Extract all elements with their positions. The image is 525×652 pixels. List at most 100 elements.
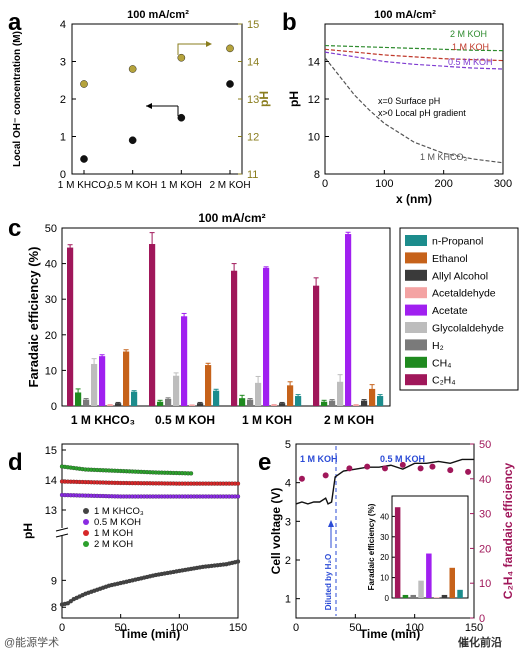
- panel-e-inset-bar: [433, 597, 440, 598]
- panel-a-xtick-label: 0.5 M KOH: [108, 180, 157, 191]
- panel-e-inset-ytick-label: 30: [380, 533, 389, 542]
- panel-e-fe-point: [429, 463, 436, 470]
- panel-e-yticks: 1 2 3 4 5: [285, 439, 300, 606]
- panel-e-xticks: 0 50 100 150: [293, 614, 483, 634]
- panel-c-xtick-label: 1 M KHCO₃: [71, 413, 135, 427]
- panel-e-label: e: [258, 449, 271, 476]
- panel-b-lines: 2 M KOH 1 M KOH 0.5 M KOH 1 M KHCO₃: [324, 29, 504, 164]
- panel-b-line: [324, 57, 504, 164]
- panel-c-bar: [157, 401, 164, 406]
- panel-e-xlabel: Time (min): [360, 627, 420, 641]
- panel-b-annotation-2: x>0 Local pH gradient: [378, 108, 466, 118]
- panel-a-ytick-label: 0: [60, 169, 66, 181]
- panel-d-ylabel: pH: [21, 523, 35, 539]
- panel-e-inset-bar: [426, 553, 432, 598]
- panel-d-lines: [59, 464, 241, 607]
- panel-b-series-label: 0.5 M KOH: [448, 57, 493, 67]
- panel-c-bar: [75, 392, 82, 406]
- panel-e-region-1: 1 M KOH: [300, 454, 338, 464]
- panel-c-bar: [165, 398, 172, 406]
- panel-a-xtick-label: 2 M KOH: [209, 180, 250, 191]
- panel-a-ytick-label: 4: [60, 19, 66, 31]
- panel-e-y2tick-label: 10: [479, 578, 491, 590]
- panel-c-ylabel: Faradaic efficiency (%): [26, 247, 41, 388]
- panel-d-legend-marker: [83, 541, 89, 547]
- panel-e-note: Diluted by H₂O: [324, 554, 333, 610]
- panel-e-inset-bar: [402, 594, 409, 598]
- panel-d-legend-marker: [83, 519, 89, 525]
- panel-c-legend-swatch: [405, 235, 427, 246]
- panel-c-bar: [197, 403, 204, 406]
- panel-b-title: 100 mA/cm²: [374, 9, 436, 21]
- panel-d-xtick-label: 100: [170, 622, 188, 634]
- panel-b-ytick-label: 10: [308, 132, 320, 144]
- panel-c-bar: [107, 404, 114, 406]
- panel-c-bar: [361, 400, 368, 406]
- panel-a-point: [177, 53, 186, 62]
- panel-c-legend-label: Ethanol: [432, 253, 468, 265]
- panel-e-y2tick-label: 30: [479, 509, 491, 521]
- panel-b-xlabel: x (nm): [396, 192, 432, 206]
- panel-d-point: [68, 599, 73, 604]
- panel-a-point: [226, 44, 234, 53]
- panel-b-line: [324, 51, 504, 70]
- panel-a-arrow-right: [177, 43, 210, 55]
- panel-c-legend-swatch: [405, 304, 427, 316]
- panel-e-y2label: C₂H₄ faradaic efficiency: [501, 462, 515, 599]
- panel-b-xtick-label: 300: [494, 178, 512, 190]
- panel-c-legend-label: Acetaldehyde: [432, 288, 496, 300]
- panel-c-legend-label: n-Propanol: [432, 236, 483, 248]
- panel-e-inset-ytick-label: 40: [380, 512, 389, 521]
- panel-c-bar: [91, 363, 98, 406]
- panel-c-bars: [67, 231, 384, 406]
- panel-e: e Cell voltage (V) C₂H₄ faradaic efficie…: [258, 439, 515, 641]
- panel-e-ylabel: Cell voltage (V): [269, 488, 283, 575]
- panel-c-bar: [377, 396, 384, 406]
- panel-a-yticks: 0 1 2 3 4: [60, 19, 76, 181]
- panel-c-ytick-label: 40: [45, 259, 57, 271]
- panel-e-inset-bar: [418, 580, 424, 598]
- panel-c-legend-swatch: [405, 287, 427, 299]
- panel-a-ytick-label: 2: [60, 94, 66, 106]
- panel-d-xticks: 0 50 100 150: [59, 614, 247, 634]
- panel-e-xtick-label: 50: [349, 622, 361, 634]
- panel-c-ytick-label: 0: [51, 401, 57, 413]
- watermark-right: 催化前沿: [458, 635, 502, 649]
- panel-e-fe-point: [417, 465, 424, 472]
- panel-c-bar: [149, 244, 156, 406]
- panel-e-fe-point: [346, 465, 353, 472]
- panel-c-ytick-label: 50: [45, 223, 57, 235]
- panel-c: c 100 mA/cm² Faradaic efficiency (%) 0 10…: [8, 211, 519, 427]
- panel-c-legend-swatch: [405, 374, 427, 386]
- panel-c-bar: [353, 404, 360, 406]
- panel-c-title: 100 mA/cm²: [198, 211, 265, 225]
- panel-a-label: a: [8, 9, 22, 36]
- panel-c-legend-swatch: [405, 252, 427, 264]
- panel-a-frame: [71, 23, 243, 175]
- panel-c-bar: [115, 403, 122, 406]
- panel-e-note-arrow: [328, 520, 334, 527]
- panel-a-title: 100 mA/cm²: [127, 9, 189, 21]
- panel-e-fe-point: [382, 465, 388, 472]
- panel-e-xtick-label: 150: [465, 622, 483, 634]
- panel-d-legend-label: 1 M KOH: [94, 528, 133, 539]
- panel-c-xtick-label: 2 M KOH: [324, 413, 374, 427]
- panel-c-bar: [99, 356, 106, 406]
- panel-c-bar: [287, 385, 294, 406]
- panel-c-bar: [279, 403, 286, 406]
- panel-a-point: [80, 155, 88, 163]
- panel-c-xticks: 1 M KHCO₃ 0.5 M KOH 1 M KOH 2 M KOH: [71, 413, 374, 427]
- panel-e-ytick-label: 2: [285, 555, 291, 567]
- panel-e-y2tick-label: 40: [479, 474, 491, 486]
- panel-c-bar: [321, 401, 328, 406]
- panel-d: d pH Time (min) 13 14 15 8 9 0 50 100 150 1 M K…: [8, 443, 247, 641]
- panel-b-series-label: 2 M KOH: [450, 29, 487, 39]
- watermark-left: @能源学术: [4, 635, 59, 649]
- panel-c-xtick-label: 0.5 M KOH: [155, 413, 215, 427]
- panel-b-xtick-label: 0: [322, 178, 328, 190]
- panel-e-inset: Faradaic efficiency (%) 0 10 20 30 40: [367, 495, 469, 603]
- panel-d-ytick-label: 8: [51, 602, 57, 614]
- panel-b-ylabel: pH: [287, 91, 301, 107]
- panel-e-y2ticks: 0 10 20 30 40 50: [470, 439, 491, 625]
- panel-e-inset-ytick-label: 10: [380, 574, 389, 583]
